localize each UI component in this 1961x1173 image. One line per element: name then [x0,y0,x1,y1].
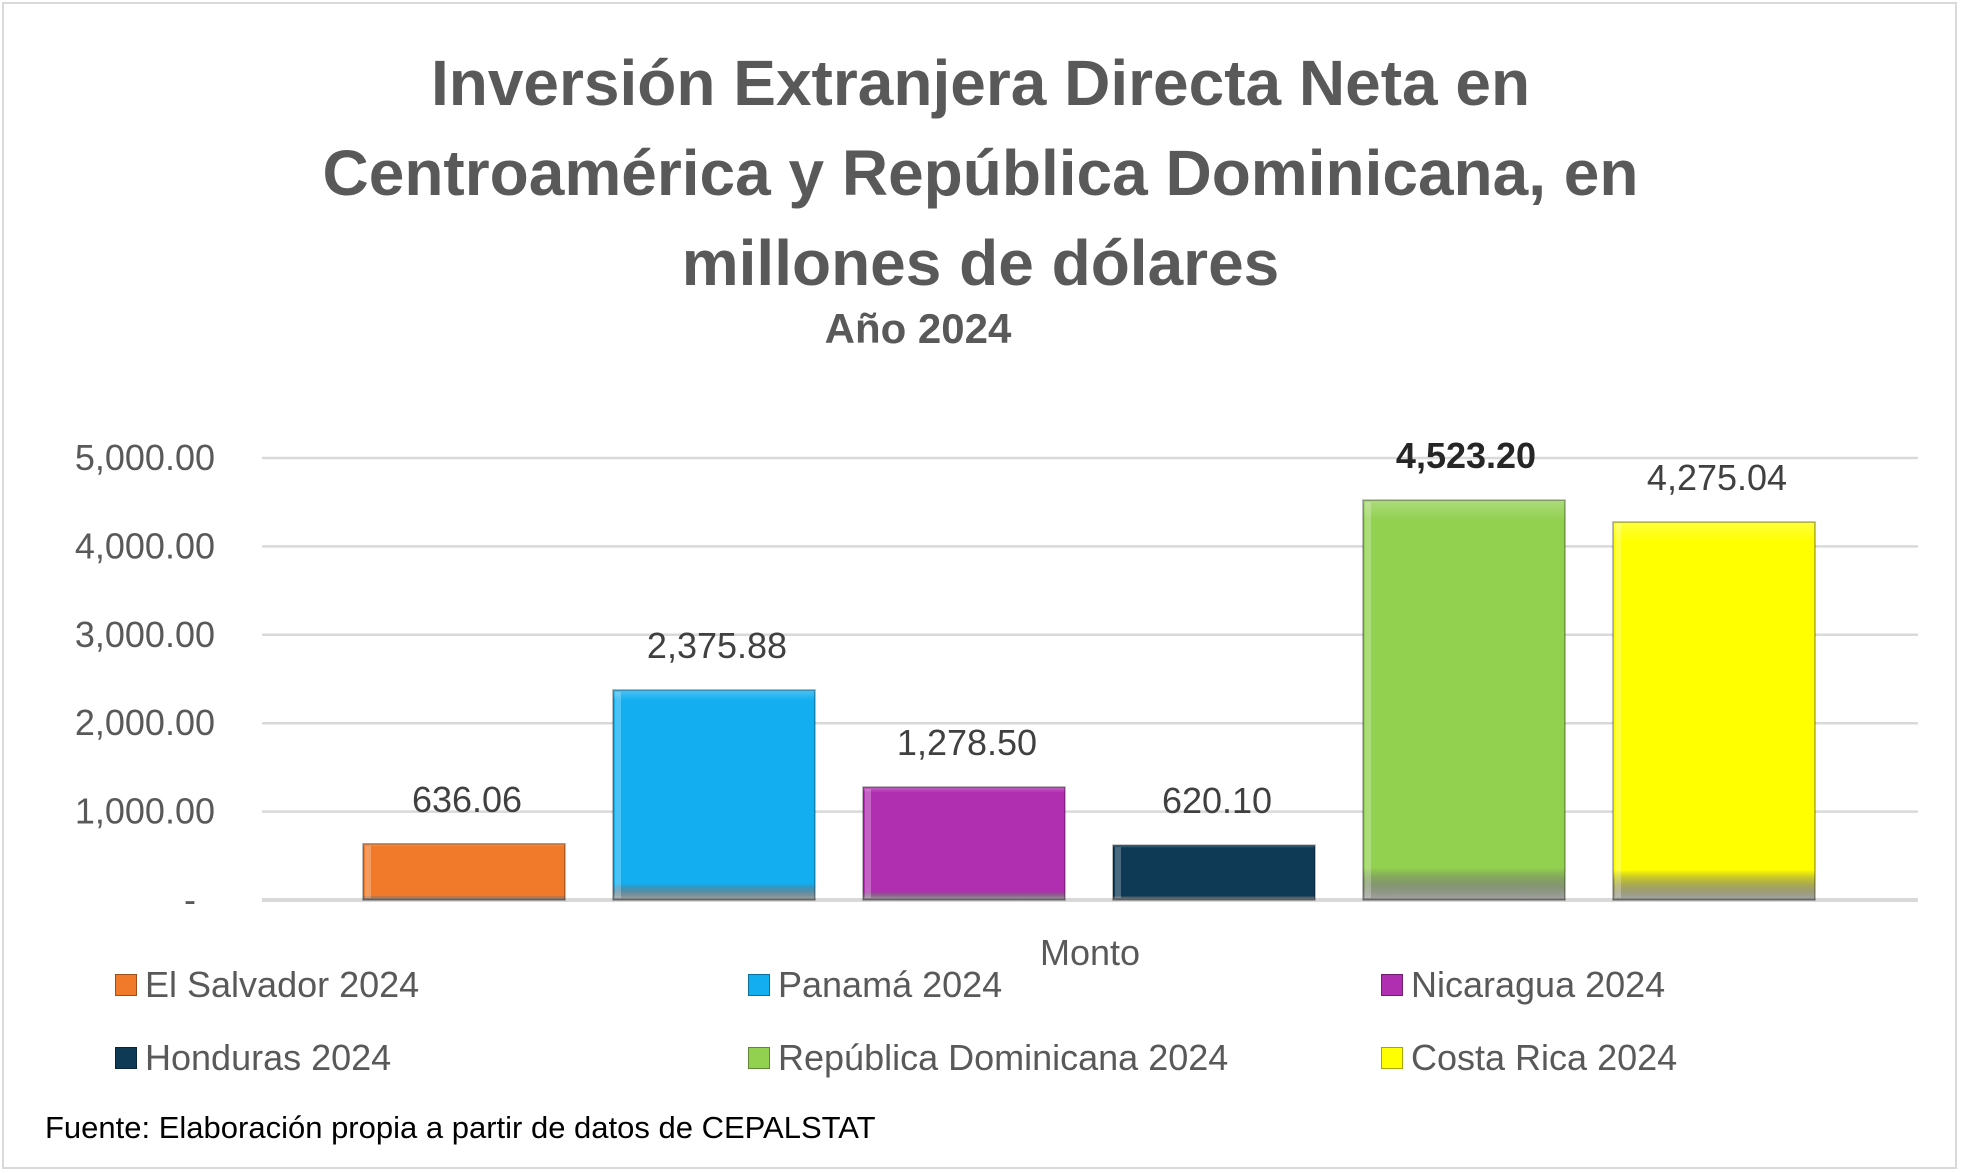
data-label-4: 620.10 [1162,780,1272,821]
data-label-1: 636.06 [412,779,522,820]
bar-6 [1612,521,1816,901]
bar-bevel [615,691,621,898]
bar-5 [1362,499,1566,901]
chart-subtitle: Año 2024 [824,305,1012,352]
bar-3 [862,786,1066,901]
bar-bevel [1115,847,1121,898]
bar-1 [362,843,566,901]
data-label-6: 4,275.04 [1647,457,1787,498]
y-tick-label: - [184,879,196,920]
data-label-5: 4,523.20 [1396,435,1536,476]
y-tick-label: 4,000.00 [75,525,215,566]
bar-4 [1112,844,1316,901]
data-label-2: 2,375.88 [647,625,787,666]
bar-bevel [365,845,371,898]
y-tick-label: 5,000.00 [75,437,215,478]
source-note: Fuente: Elaboración propia a partir de d… [45,1110,876,1145]
chart-title-line-3: millones de dólares [681,227,1280,299]
bar-2 [612,689,816,901]
bar-bevel [1365,502,1371,898]
y-tick-label: 1,000.00 [75,791,215,832]
chart-title-line-1: Inversión Extranjera Directa Neta en [430,47,1531,119]
y-tick-label: 2,000.00 [75,702,215,743]
bar-bevel [1615,524,1621,898]
chart-title-line-2: Centroamérica y República Dominicana, en [322,137,1639,209]
y-tick-label: 3,000.00 [75,614,215,655]
bar-bevel [865,788,871,898]
data-label-3: 1,278.50 [897,722,1037,763]
x-axis-label: Monto [1040,932,1140,973]
